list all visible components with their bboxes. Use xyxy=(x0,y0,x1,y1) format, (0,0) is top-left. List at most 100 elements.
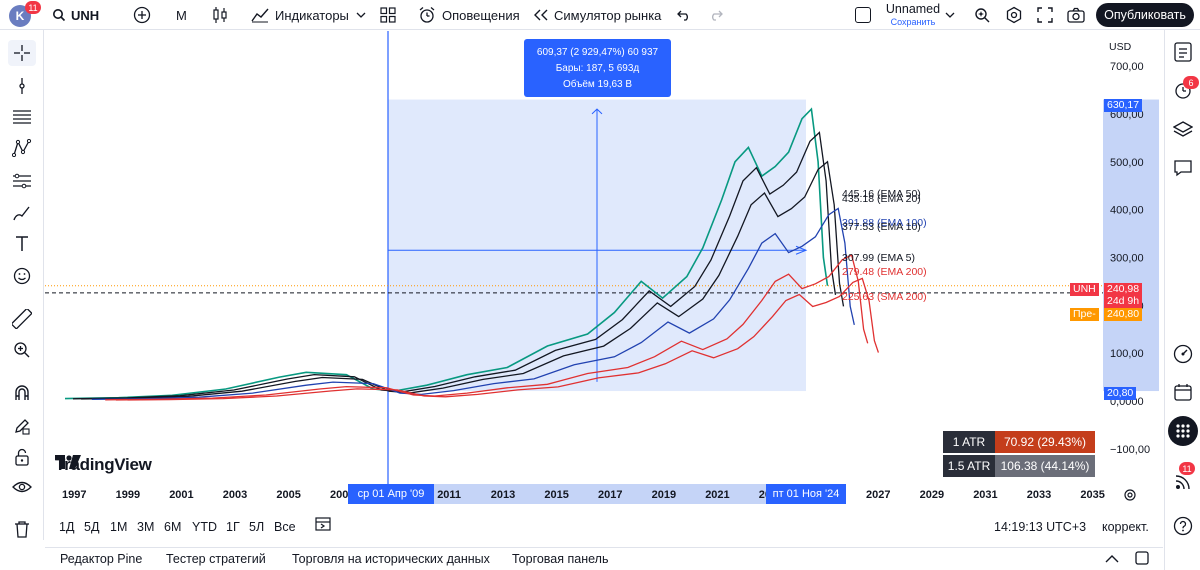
calendar-range-icon xyxy=(315,517,331,531)
trash-icon xyxy=(15,521,29,538)
replay-button[interactable]: Симулятор рынка xyxy=(533,0,661,30)
notifications-badge: 11 xyxy=(1179,462,1195,475)
adjust-toggle[interactable]: коррект. xyxy=(1102,520,1149,534)
undo-button[interactable] xyxy=(677,0,691,30)
quick-search-button[interactable] xyxy=(973,0,991,30)
x-tick-label: 2019 xyxy=(652,489,676,501)
sma-200-label: 225.63 (SMA 200) xyxy=(842,291,927,303)
crosshair-icon xyxy=(14,45,30,61)
zoom-tool[interactable] xyxy=(8,337,36,363)
range-3m[interactable]: 3М xyxy=(137,520,155,534)
forecast-tool[interactable] xyxy=(8,168,36,194)
chart-area[interactable]: 700,00600,00500,00400,00300,00200,00100,… xyxy=(45,31,1163,514)
eye-icon xyxy=(12,481,32,493)
screener-button[interactable] xyxy=(1171,342,1195,366)
measure-bars: Бары: 187, 5 693д xyxy=(555,63,640,74)
tradingview-logo[interactable]: TradingView xyxy=(55,455,152,474)
candle-type-button[interactable] xyxy=(212,0,228,30)
emoji-tool[interactable] xyxy=(8,263,36,289)
ema-50-label: 445.16 (EMA 50) xyxy=(842,188,921,200)
x-tick-label: 1999 xyxy=(116,489,140,501)
tab-trading-panel[interactable]: Торговая панель xyxy=(512,552,609,566)
templates-button[interactable] xyxy=(380,0,396,30)
publish-button[interactable]: Опубликовать xyxy=(1096,3,1194,27)
magnet-tool[interactable] xyxy=(8,380,36,406)
chats-button[interactable] xyxy=(1171,156,1195,180)
tab-strategy-tester[interactable]: Тестер стратегий xyxy=(166,552,266,566)
range-5y[interactable]: 5Л xyxy=(249,520,265,534)
ema-200-line xyxy=(105,254,869,401)
range-1y[interactable]: 1Г xyxy=(226,520,240,534)
x-tick-label: 2013 xyxy=(491,489,515,501)
ema-5-label: 307.99 (EMA 5) xyxy=(842,252,915,264)
brush-tool[interactable] xyxy=(8,200,36,226)
search-icon xyxy=(53,9,66,22)
products-button[interactable] xyxy=(1168,416,1198,446)
settings-button[interactable] xyxy=(1005,0,1023,30)
sliders-icon xyxy=(13,173,31,189)
range-all[interactable]: Все xyxy=(274,520,296,534)
lock-drawings-tool[interactable] xyxy=(8,444,36,470)
crosshair-tool[interactable] xyxy=(8,40,36,66)
keep-drawing-tool[interactable] xyxy=(8,413,36,439)
range-1d[interactable]: 1Д xyxy=(59,520,75,534)
chat-icon xyxy=(1174,160,1192,177)
range-1m[interactable]: 1М xyxy=(110,520,128,534)
interval-button[interactable]: M xyxy=(176,7,187,23)
indicators-button[interactable]: Индикаторы xyxy=(251,0,349,30)
fullscreen-button[interactable] xyxy=(1037,0,1053,30)
panel-maximize-button[interactable] xyxy=(1135,551,1149,568)
panel-expand-button[interactable] xyxy=(1105,553,1119,567)
watchlist-button[interactable] xyxy=(1171,40,1195,64)
currency-label[interactable]: USD xyxy=(1109,41,1132,53)
tab-replay-trading[interactable]: Торговля на исторических данных xyxy=(292,552,490,566)
range-6m[interactable]: 6М xyxy=(164,520,182,534)
layout-dropdown[interactable] xyxy=(945,0,955,30)
clock-timezone[interactable]: 14:19:13 UTC+3 xyxy=(994,520,1087,534)
date-range-button[interactable] xyxy=(315,516,331,534)
chevron-down-icon xyxy=(945,12,955,18)
range-ytd[interactable]: YTD xyxy=(192,520,217,534)
measure-bottom-price: 20,80 xyxy=(1104,387,1137,400)
y-tick-label: 700,00 xyxy=(1110,61,1144,73)
bar-countdown: 24d 9h xyxy=(1104,295,1143,308)
pattern-tool[interactable] xyxy=(8,135,36,161)
symbol-search[interactable]: UNH xyxy=(52,0,99,30)
compare-button[interactable] xyxy=(133,0,151,30)
layout-checkbox[interactable] xyxy=(855,7,871,23)
last-price-symbol: UNH xyxy=(1070,283,1099,296)
layout-name-button[interactable]: Unnamed Сохранить xyxy=(880,3,946,27)
rewind-icon xyxy=(534,9,548,21)
sma-200-line xyxy=(115,277,880,401)
ema-50-line xyxy=(81,160,845,400)
hide-drawings-tool[interactable] xyxy=(8,474,36,500)
ema-200-label: 279.48 (EMA 200) xyxy=(842,266,927,278)
tab-pine-editor[interactable]: Редактор Pine xyxy=(60,552,143,566)
atr-label: 1 ATR xyxy=(943,431,995,453)
calendar-button[interactable] xyxy=(1171,380,1195,404)
plus-circle-icon xyxy=(133,6,151,24)
help-button[interactable] xyxy=(1171,514,1195,538)
pattern-icon xyxy=(12,139,32,157)
alerts-button[interactable]: Оповещения xyxy=(418,0,520,30)
fullscreen-icon xyxy=(1037,7,1053,23)
range-5d[interactable]: 5Д xyxy=(84,520,100,534)
remove-drawings-tool[interactable] xyxy=(8,516,36,542)
indicators-dropdown[interactable] xyxy=(356,0,366,30)
snapshot-button[interactable] xyxy=(1067,0,1085,30)
price-chart[interactable]: 700,00600,00500,00400,00300,00200,00100,… xyxy=(45,31,1163,514)
smiley-icon xyxy=(13,267,31,285)
notifications-button[interactable] xyxy=(1171,470,1195,494)
grid-icon xyxy=(380,7,396,23)
fib-tool[interactable] xyxy=(8,104,36,130)
right-sidebar: 6 11 xyxy=(1164,30,1200,570)
text-tool[interactable] xyxy=(8,231,36,257)
data-window-button[interactable] xyxy=(1171,118,1195,142)
alerts-badge: 6 xyxy=(1183,76,1199,89)
trend-line-tool[interactable] xyxy=(8,73,36,99)
price-series xyxy=(64,107,829,400)
indicators-icon xyxy=(251,8,269,23)
ruler-tool[interactable] xyxy=(8,306,36,332)
redo-button[interactable] xyxy=(709,0,723,30)
premarket-label: Пре- xyxy=(1070,308,1099,321)
